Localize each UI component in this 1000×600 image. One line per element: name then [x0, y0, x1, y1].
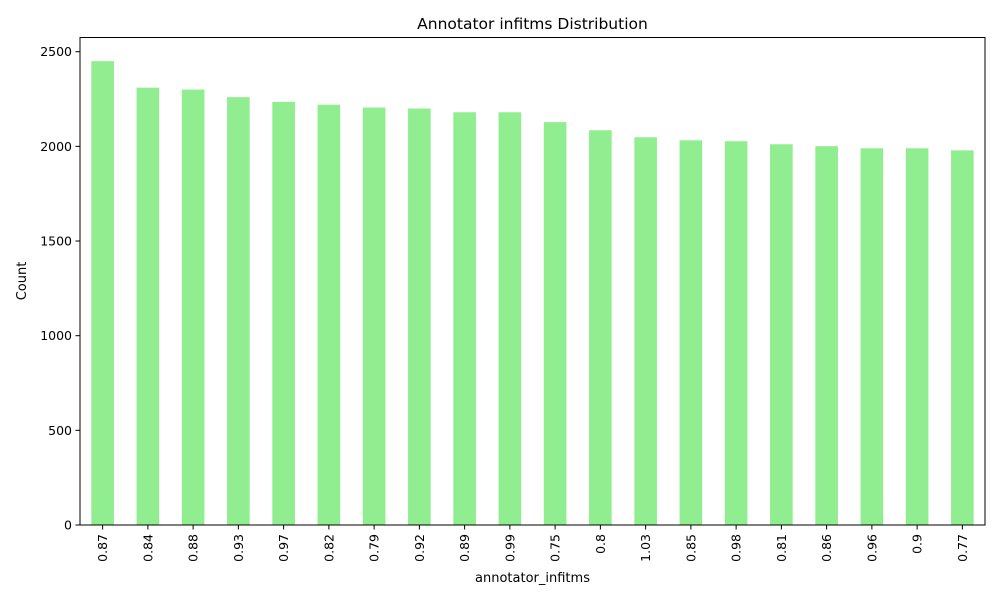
x-tick-label: 0.79 — [367, 534, 382, 562]
x-axis: 0.87 0.84 0.88 0.93 0.97 0.82 0.79 0.92 0.89 0.99… — [95, 525, 970, 562]
bar-0.9 — [905, 148, 929, 525]
bar-1.03 — [634, 137, 657, 525]
y-tick-label: 2000 — [40, 139, 72, 154]
x-tick-label: 0.98 — [729, 534, 744, 562]
x-tick-label: 0.9 — [910, 534, 925, 554]
bar-0.86 — [815, 146, 838, 526]
x-tick-label: 0.75 — [548, 534, 563, 562]
bar-0.93 — [227, 97, 250, 525]
bar-0.88 — [181, 89, 205, 525]
x-tick-label: 0.89 — [457, 534, 472, 562]
bar-0.87 — [91, 61, 114, 526]
x-tick-label: 0.85 — [683, 534, 698, 562]
bar-0.89 — [453, 112, 476, 525]
x-tick-label: 0.93 — [231, 534, 246, 562]
x-tick-label: 0.87 — [95, 534, 110, 562]
y-tick-label: 0 — [64, 518, 72, 533]
bar-0.98 — [724, 141, 748, 525]
bar-0.82 — [317, 104, 341, 526]
plot-frame — [79, 37, 986, 526]
x-tick-label: 0.82 — [321, 534, 336, 562]
bar-0.92 — [408, 108, 431, 525]
bar-0.77 — [951, 150, 974, 525]
y-axis-label: Count — [15, 262, 30, 301]
y-axis: 0 500 1000 1500 2000 2500 — [40, 44, 80, 533]
x-tick-label: 0.77 — [955, 534, 970, 562]
x-axis-label: annotator_infitms — [475, 571, 590, 586]
bar-0.85 — [679, 140, 703, 526]
bar-0.8 — [589, 130, 612, 525]
chart-title: Annotator infitms Distribution — [417, 15, 648, 33]
x-tick-label: 0.92 — [412, 534, 427, 562]
y-tick-label: 1500 — [40, 234, 72, 249]
x-tick-label: 0.96 — [864, 534, 879, 562]
bar-0.79 — [362, 107, 386, 526]
bar-0.99 — [498, 112, 522, 525]
x-tick-label: 1.03 — [638, 534, 653, 562]
bar-0.75 — [543, 122, 567, 525]
y-tick-label: 1000 — [40, 328, 72, 343]
x-tick-label: 0.88 — [186, 534, 201, 562]
x-tick-label: 0.81 — [774, 534, 789, 562]
x-tick-label: 0.86 — [819, 534, 834, 562]
bar-0.84 — [136, 87, 160, 526]
x-tick-label: 0.99 — [502, 534, 517, 562]
bar-0.81 — [770, 144, 793, 525]
x-tick-label: 0.84 — [140, 534, 155, 562]
bar-0.97 — [272, 101, 295, 526]
x-tick-label: 0.8 — [593, 534, 608, 554]
x-tick-label: 0.97 — [276, 534, 291, 562]
bar-0.96 — [860, 148, 884, 525]
bars-group — [91, 61, 974, 526]
y-tick-label: 500 — [48, 423, 72, 438]
y-tick-label: 2500 — [40, 44, 72, 59]
